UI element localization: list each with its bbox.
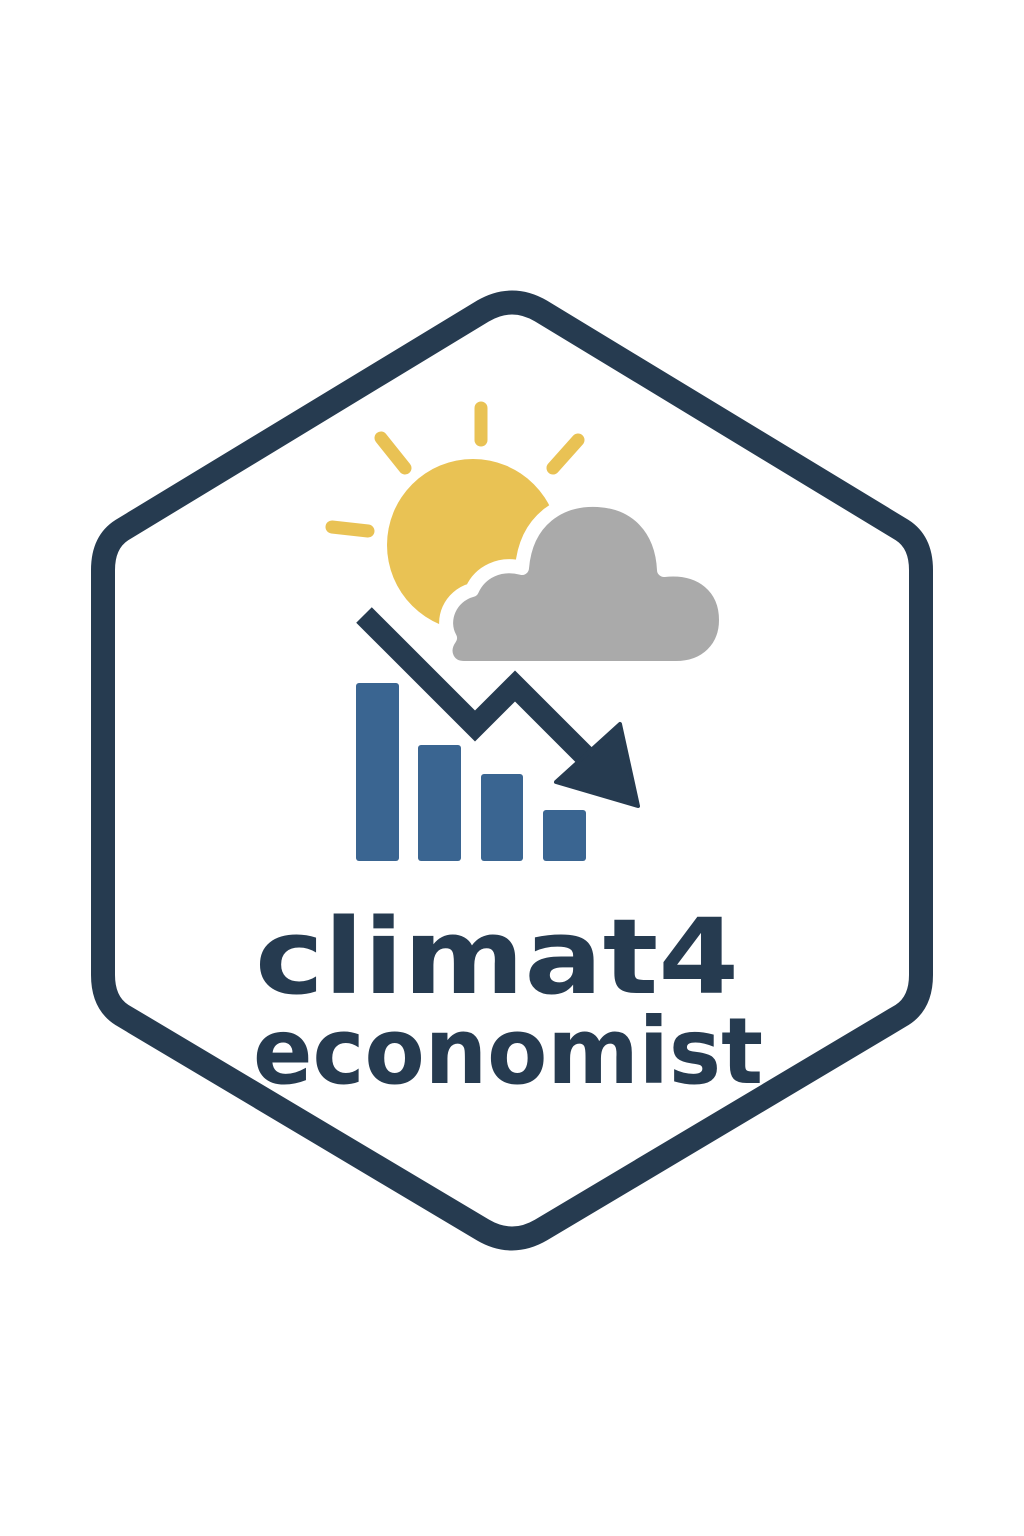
- trend-down-arrow-icon: [351, 602, 640, 808]
- cloud-icon: [438, 492, 733, 675]
- wordmark-line1: climat4: [255, 896, 739, 1018]
- wordmark-line2: economist: [253, 998, 763, 1105]
- hexagon-outline: [91, 290, 933, 1251]
- bar-chart-icon: [356, 683, 586, 861]
